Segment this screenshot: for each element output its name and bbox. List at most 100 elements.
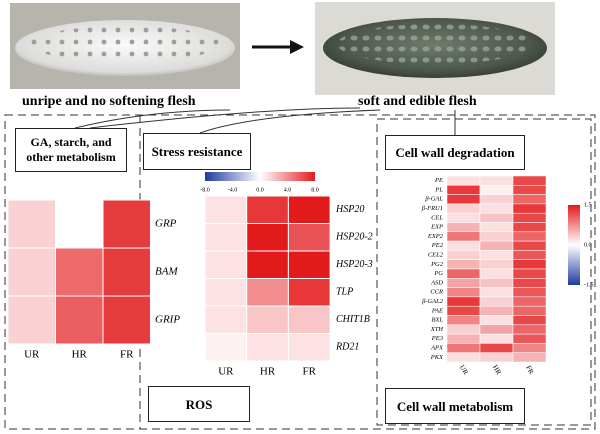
gene-label: HSP20 [335,204,364,215]
heat-cell [479,185,514,195]
color-scale [205,172,315,181]
gene-label: β-FRU1 [421,205,443,212]
heat-cell [479,203,514,214]
heat-cell [446,250,481,260]
ros-box: ROS [148,386,250,422]
heat-cell [204,223,248,252]
heat-cell [287,250,331,279]
heat-cell [204,250,248,279]
heat-cell [102,199,151,249]
heat-cell [512,324,547,335]
column-label: UR [218,366,234,378]
caption: unripe and no softening flesh [22,94,196,109]
gene-label: PKX [430,354,444,361]
heat-cell [479,324,514,335]
heat-cell [55,199,104,249]
scale-label: -1.5 [584,282,594,288]
heat-cell [446,333,481,344]
scale-label: 1.5 [584,202,592,208]
heat-cell [479,194,514,205]
heat-cell [479,240,514,251]
heat-cell [479,231,514,242]
heat-cell [446,278,481,288]
scale-label: -4.0 [228,187,238,193]
dashed-box [376,118,592,426]
heat-cell [287,333,331,362]
gene-label: β-GAL2 [421,298,444,305]
gene-label: PG2 [430,261,444,268]
heat-cell [512,212,547,223]
heat-cell [512,296,547,307]
column-label: FR [120,349,134,361]
heat-cell [512,278,547,288]
scale-label: 4.0 [284,187,292,193]
gene-label: PE3 [431,335,444,342]
heat-cell [446,240,481,251]
heat-cell [512,268,547,279]
heat-cell [446,287,481,298]
connector [89,107,361,129]
gene-label: GRP [155,218,177,230]
column-label: UR [24,349,40,361]
heat-cell [479,343,514,353]
heat-cell [512,287,547,298]
heat-cell [102,247,151,297]
heat-cell [479,305,514,316]
heat-cell [512,240,547,251]
gene-label: ASD [430,279,443,286]
connector [74,109,231,129]
gene-label: GRIP [155,314,180,326]
cell-wall-degradation-box: Cell wall degradation [385,135,525,170]
heat-cell [446,212,481,223]
heat-cell [446,305,481,316]
heat-cell [246,278,289,307]
heat-cell [446,343,481,353]
caption: soft and edible flesh [358,94,477,109]
gene-label: PL [434,186,443,193]
heat-cell [512,194,547,205]
stress-box: Stress resistance [143,133,251,170]
heat-cell [479,278,514,288]
heat-cell [287,278,331,307]
gene-label: EXP [430,224,443,231]
heat-cell [446,231,481,242]
column-label: HR [491,364,503,377]
heatmaps: GRP BAM GRIP UR HR FR HSP20 HSP20-2 HSP20-3 TLP CH… [7,175,594,378]
heat-cell [446,324,481,335]
heat-cell [479,287,514,298]
gene-label: HSP20-2 [335,232,373,243]
heat-cell [479,259,514,270]
column-label: UR [458,364,470,377]
heat-cell [479,333,514,344]
heat-cell [479,212,514,223]
texture [30,26,220,62]
heat-cell [512,305,547,316]
heat-cell [446,315,481,326]
column-label: FR [303,366,317,378]
heat-cell [512,343,547,353]
gene-label: TLP [336,287,353,298]
heat-cell [512,250,547,260]
heat-cell [204,333,248,362]
heat-cell [479,268,514,279]
heat-cell [446,259,481,270]
heat-cell [287,195,331,224]
scale-label: -8.0 [200,187,210,193]
gene-label: BAM [155,266,178,278]
heat-cell [446,222,481,233]
gene-label: PG [433,270,443,277]
heat-cell [246,305,289,334]
heat-cell [479,296,514,307]
heat-cell [204,195,248,224]
heat-cell [446,194,481,205]
heat-cell [446,296,481,307]
heat-cell [479,352,514,363]
column-label: HR [72,349,88,361]
column-label: HR [260,366,276,378]
gene-label: RD21 [335,342,359,353]
heat-cell [479,315,514,326]
heat-cell [287,223,331,252]
heat-cell [512,333,547,344]
